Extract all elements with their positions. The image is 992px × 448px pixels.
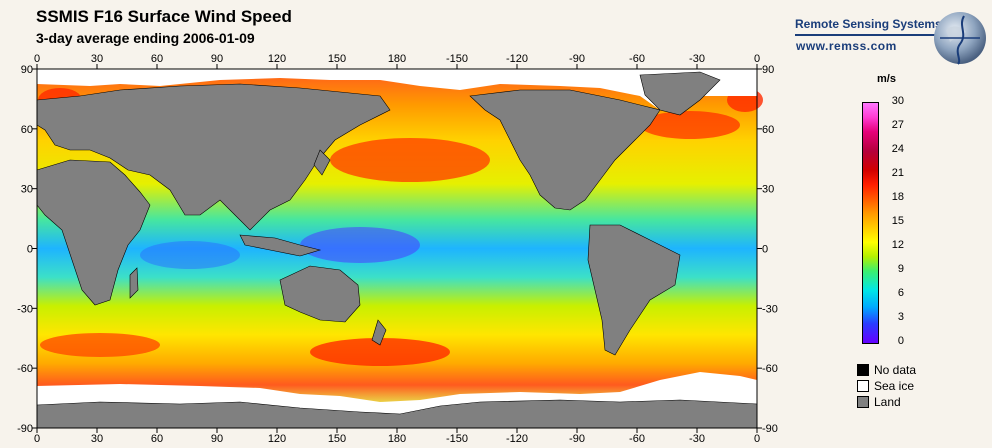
lon-tick-label-bottom: -60: [629, 433, 645, 445]
lat-tick-label-right: 30: [762, 184, 774, 196]
lon-tick-label-bottom: 30: [91, 433, 103, 445]
lon-tick-label-bottom: 0: [34, 433, 40, 445]
wind-minimum-warm-pool: [300, 227, 420, 263]
land-eurasia: [36, 83, 391, 231]
lon-tick-label-bottom: 90: [211, 433, 223, 445]
colorbar-tick-label: 18: [891, 191, 904, 203]
lon-tick-label-top: 0: [34, 53, 40, 65]
wind-maximum-southern-ocean: [310, 338, 450, 366]
lat-tick-label-left: -60: [17, 363, 33, 375]
lon-tick-label-top: 120: [268, 53, 286, 65]
globe-logo-icon: [934, 12, 986, 65]
lat-tick-label-right: 60: [762, 124, 774, 136]
colorbar-tick-label: 0: [897, 335, 904, 347]
lat-tick-label-right: -90: [762, 423, 778, 435]
colorbar-tick-label: 15: [891, 215, 904, 227]
lon-tick-label-bottom: 180: [388, 433, 406, 445]
colorbar-unit-label: m/s: [877, 73, 896, 85]
brand-name: Remote Sensing Systems: [795, 17, 942, 31]
colorbar-tick-label: 3: [897, 311, 904, 323]
brand-divider: [795, 34, 967, 36]
legend-swatch: [857, 364, 869, 376]
legend-swatch: [857, 380, 869, 392]
lat-tick-label-left: 90: [21, 64, 33, 76]
lon-tick-label-top: 30: [91, 53, 103, 65]
colorbar-tick-label: 21: [891, 167, 904, 179]
lon-tick-label-top: -90: [569, 53, 585, 65]
land-new-zealand: [371, 319, 387, 346]
land-maritime-continent: [239, 234, 322, 257]
lat-tick-label-left: 0: [27, 244, 33, 256]
land-south-america: [587, 224, 681, 356]
legend-swatch: [857, 396, 869, 408]
lon-tick-label-bottom: 120: [268, 433, 286, 445]
lon-tick-label-bottom: -90: [569, 433, 585, 445]
colorbar-tick-label: 9: [897, 263, 904, 275]
land-australia: [279, 265, 361, 323]
brand-url[interactable]: www.remss.com: [796, 39, 897, 53]
axis-ticks: [32, 64, 762, 433]
colorbar-tick-label: 12: [891, 239, 904, 251]
lat-tick-label-right: -60: [762, 363, 778, 375]
wind-maximum-south-atlantic: [40, 333, 160, 357]
wind-maximum-north-atlantic: [640, 111, 740, 139]
land-greenland: [639, 71, 721, 116]
land-madagascar: [129, 267, 139, 299]
map-subtitle: 3-day average ending 2006-01-09: [36, 30, 255, 46]
map-title: SSMIS F16 Surface Wind Speed: [36, 7, 292, 26]
lon-tick-label-top: 60: [151, 53, 163, 65]
colorbar-tick-label: 30: [891, 95, 904, 107]
legend-label: No data: [874, 363, 917, 377]
lon-tick-label-top: -30: [689, 53, 705, 65]
land-japan: [313, 149, 331, 176]
axis-labels: 0 0 30 30 60 60 90 90 120 120 150 150 180 180 -150 -150…: [17, 53, 778, 445]
legend-label: Land: [874, 395, 901, 409]
land-masses: [36, 71, 758, 429]
colorbar: [862, 102, 879, 344]
lon-tick-label-bottom: 150: [328, 433, 346, 445]
lon-tick-label-top: 150: [328, 53, 346, 65]
lon-tick-label-top: -60: [629, 53, 645, 65]
land-africa: [36, 159, 151, 306]
land-north-america: [469, 89, 661, 211]
lon-tick-label-top: 0: [754, 53, 760, 65]
wind-minimum-indian-ocean: [140, 241, 240, 269]
colorbar-tick-label: 6: [897, 287, 904, 299]
lat-tick-label-right: 90: [762, 64, 774, 76]
lat-tick-label-right: -30: [762, 303, 778, 315]
lon-tick-label-top: -150: [446, 53, 468, 65]
lat-tick-label-right: 0: [762, 244, 768, 256]
lat-tick-label-left: -90: [17, 423, 33, 435]
lat-tick-label-left: -30: [17, 303, 33, 315]
sea-ice-arctic: [37, 69, 757, 110]
lon-tick-label-top: 180: [388, 53, 406, 65]
lon-tick-label-bottom: 0: [754, 433, 760, 445]
lon-tick-label-bottom: -30: [689, 433, 705, 445]
lon-tick-label-bottom: 60: [151, 433, 163, 445]
lon-tick-label-bottom: -120: [506, 433, 528, 445]
wind-maximum-north-pacific: [330, 138, 490, 182]
lat-tick-label-left: 60: [21, 124, 33, 136]
lat-tick-label-left: 30: [21, 184, 33, 196]
colorbar-tick-label: 27: [891, 119, 904, 131]
lon-tick-label-bottom: -150: [446, 433, 468, 445]
lon-tick-label-top: -120: [506, 53, 528, 65]
lon-tick-label-top: 90: [211, 53, 223, 65]
colorbar-tick-label: 24: [891, 143, 904, 155]
legend-label: Sea ice: [874, 379, 915, 393]
